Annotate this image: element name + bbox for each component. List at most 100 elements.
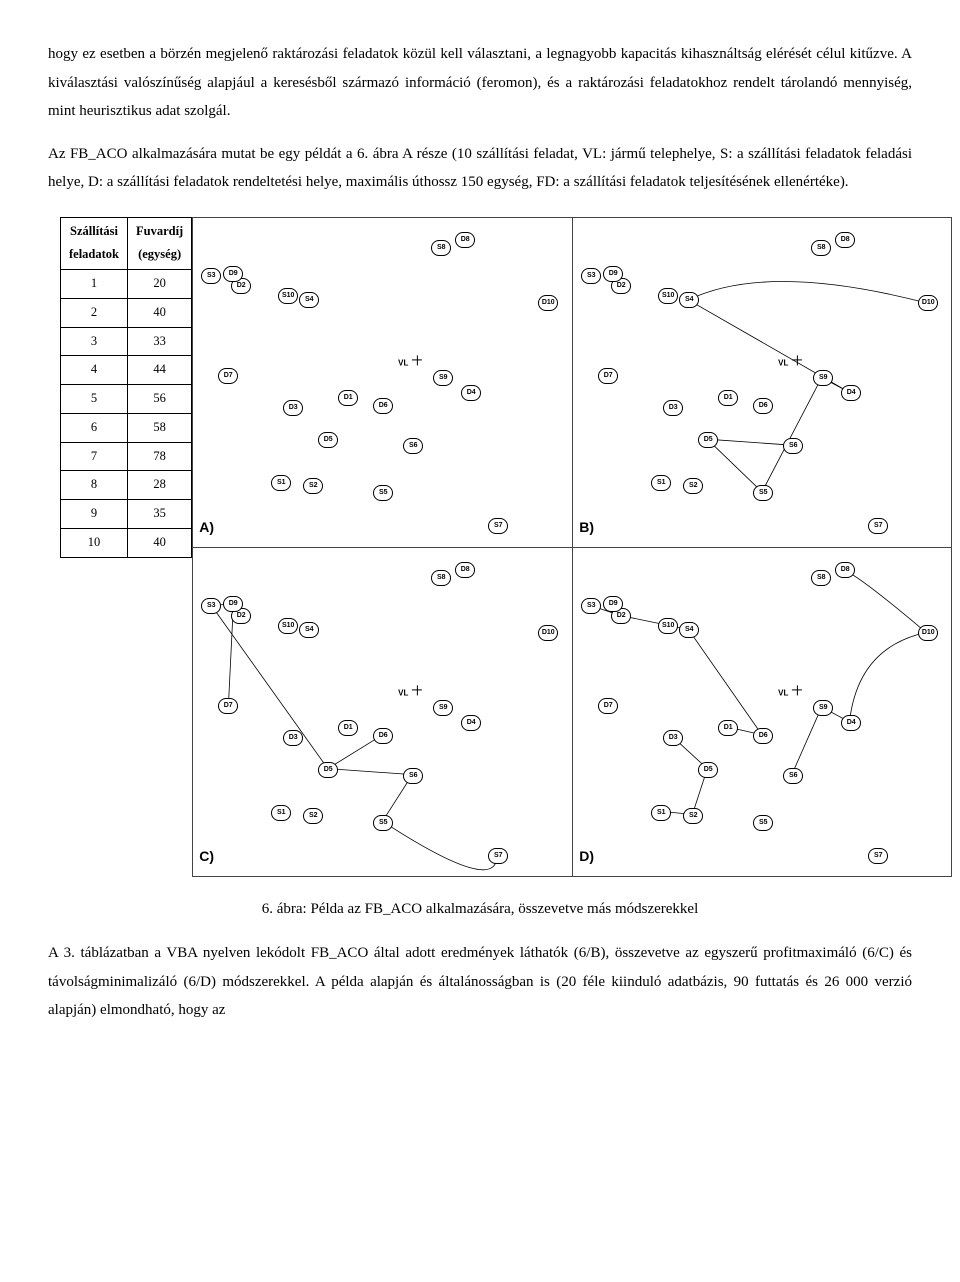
node-s8: S8	[431, 240, 451, 256]
table-row: 444	[61, 356, 192, 385]
node-d1: D1	[718, 720, 738, 736]
node-s7: S7	[488, 518, 508, 534]
vl-marker: VL	[398, 685, 408, 700]
node-s1: S1	[271, 805, 291, 821]
freight-table: Szállítási feladatokFuvardíj (egység)120…	[60, 217, 192, 558]
vl-marker: VL	[398, 355, 408, 370]
node-d7: D7	[598, 368, 618, 384]
node-s9: S9	[433, 700, 453, 716]
panel-a: A)S1S2S3S4S5S6S7S8S9S10D1D2D3D4D5D6D7D8D…	[192, 217, 572, 547]
node-d7: D7	[218, 368, 238, 384]
node-s1: S1	[651, 475, 671, 491]
table-header: Fuvardíj (egység)	[128, 217, 192, 270]
panel-d: D)S1S2S3S4S5S6S7S8S9S10D1D2D3D4D5D6D7D8D…	[572, 547, 952, 877]
panel-a-label: A)	[199, 514, 214, 541]
node-s8: S8	[811, 240, 831, 256]
node-s2: S2	[683, 808, 703, 824]
table-row: 935	[61, 500, 192, 529]
node-s4: S4	[679, 622, 699, 638]
panel-c: C)S1S2S3S4S5S6S7S8S9S10D1D2D3D4D5D6D7D8D…	[192, 547, 572, 877]
node-s4: S4	[679, 292, 699, 308]
node-s10: S10	[658, 288, 678, 304]
node-d8: D8	[835, 232, 855, 248]
node-d7: D7	[218, 698, 238, 714]
node-d4: D4	[841, 385, 861, 401]
node-d1: D1	[718, 390, 738, 406]
node-s3: S3	[201, 598, 221, 614]
table-row: 1040	[61, 528, 192, 557]
node-s5: S5	[753, 815, 773, 831]
node-d8: D8	[455, 562, 475, 578]
node-d3: D3	[283, 400, 303, 416]
node-s9: S9	[433, 370, 453, 386]
paragraph-2: Az FB_ACO alkalmazására mutat be egy pél…	[48, 140, 912, 197]
node-s7: S7	[868, 848, 888, 864]
node-d6: D6	[373, 728, 393, 744]
node-d4: D4	[841, 715, 861, 731]
node-d9: D9	[603, 596, 623, 612]
node-s6: S6	[783, 438, 803, 454]
paragraph-3: A 3. táblázatban a VBA nyelven lekódolt …	[48, 939, 912, 1025]
node-s5: S5	[373, 485, 393, 501]
node-s7: S7	[868, 518, 888, 534]
node-s6: S6	[403, 768, 423, 784]
node-s2: S2	[683, 478, 703, 494]
node-d1: D1	[338, 390, 358, 406]
node-s3: S3	[201, 268, 221, 284]
node-s4: S4	[299, 622, 319, 638]
node-s9: S9	[813, 700, 833, 716]
table-header: Szállítási feladatok	[61, 217, 128, 270]
node-d3: D3	[283, 730, 303, 746]
node-s3: S3	[581, 268, 601, 284]
node-d1: D1	[338, 720, 358, 736]
node-d10: D10	[918, 625, 938, 641]
node-d3: D3	[663, 400, 683, 416]
node-d7: D7	[598, 698, 618, 714]
node-d10: D10	[918, 295, 938, 311]
table-row: 828	[61, 471, 192, 500]
node-s2: S2	[303, 808, 323, 824]
vl-marker: VL	[778, 685, 788, 700]
node-s10: S10	[278, 618, 298, 634]
table-row: 240	[61, 298, 192, 327]
node-d5: D5	[318, 762, 338, 778]
paragraph-1: hogy ez esetben a börzén megjelenő raktá…	[48, 40, 912, 126]
panel-c-label: C)	[199, 843, 214, 870]
node-d5: D5	[698, 762, 718, 778]
node-s6: S6	[783, 768, 803, 784]
node-d6: D6	[373, 398, 393, 414]
panel-b: B)S1S2S3S4S5S6S7S8S9S10D1D2D3D4D5D6D7D8D…	[572, 217, 952, 547]
table-row: 120	[61, 270, 192, 299]
node-s8: S8	[431, 570, 451, 586]
node-s4: S4	[299, 292, 319, 308]
table-row: 658	[61, 413, 192, 442]
node-s9: S9	[813, 370, 833, 386]
panel-b-label: B)	[579, 514, 594, 541]
node-s5: S5	[753, 485, 773, 501]
node-s6: S6	[403, 438, 423, 454]
node-d6: D6	[753, 728, 773, 744]
node-d5: D5	[318, 432, 338, 448]
node-d9: D9	[223, 266, 243, 282]
node-d10: D10	[538, 295, 558, 311]
node-d5: D5	[698, 432, 718, 448]
vl-marker: VL	[778, 355, 788, 370]
node-s3: S3	[581, 598, 601, 614]
node-s1: S1	[271, 475, 291, 491]
node-d4: D4	[461, 715, 481, 731]
node-d4: D4	[461, 385, 481, 401]
table-row: 333	[61, 327, 192, 356]
figure-caption: 6. ábra: Példa az FB_ACO alkalmazására, …	[48, 895, 912, 924]
node-d3: D3	[663, 730, 683, 746]
node-s10: S10	[278, 288, 298, 304]
node-d10: D10	[538, 625, 558, 641]
node-s7: S7	[488, 848, 508, 864]
node-d9: D9	[603, 266, 623, 282]
node-d8: D8	[835, 562, 855, 578]
table-row: 778	[61, 442, 192, 471]
figure-6: A)S1S2S3S4S5S6S7S8S9S10D1D2D3D4D5D6D7D8D…	[48, 217, 912, 877]
node-d8: D8	[455, 232, 475, 248]
node-s1: S1	[651, 805, 671, 821]
node-s2: S2	[303, 478, 323, 494]
node-s5: S5	[373, 815, 393, 831]
